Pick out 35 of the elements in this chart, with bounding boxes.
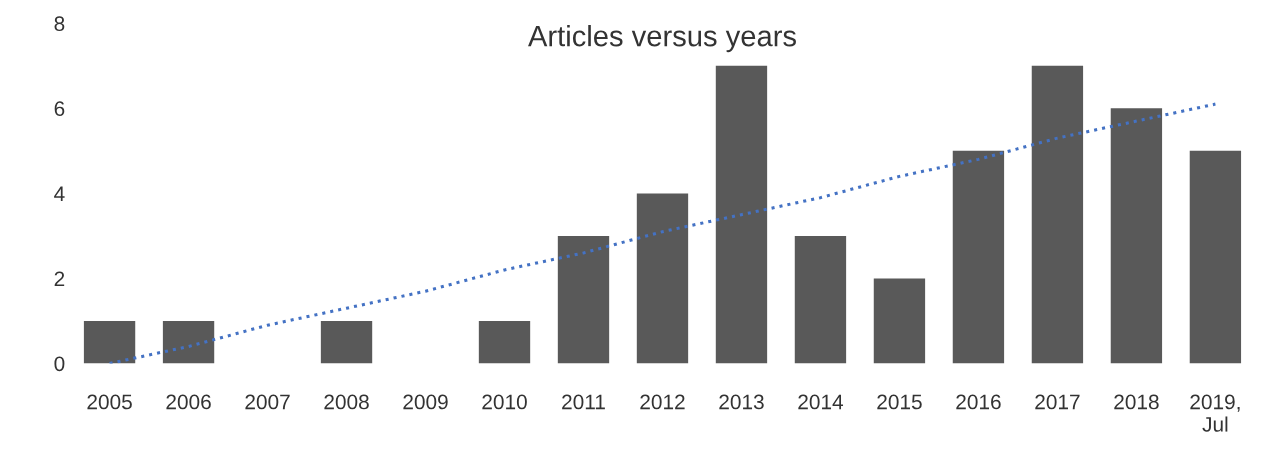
- x-tick-label: 2017: [1035, 394, 1080, 410]
- bar: [794, 235, 847, 364]
- bar: [478, 320, 531, 364]
- bar: [715, 65, 768, 364]
- x-tick-label: 2014: [798, 394, 844, 410]
- x-tick-label: 2008: [324, 394, 369, 410]
- x-tick-label: 2010: [482, 394, 527, 410]
- bar: [1189, 150, 1242, 364]
- bar: [873, 278, 926, 364]
- x-tick-label: 2013: [719, 394, 764, 410]
- x-tick-label: 2015: [877, 394, 922, 410]
- x-tick-label: 2009: [403, 394, 448, 410]
- x-tick-label: 2018: [1114, 394, 1159, 410]
- bar: [557, 235, 610, 364]
- y-tick-label: 6: [54, 101, 65, 117]
- chart-title: Articles versus years: [528, 25, 796, 53]
- bar: [320, 320, 373, 364]
- y-tick-label: 0: [54, 356, 65, 372]
- x-tick-label: 2006: [166, 394, 211, 410]
- x-tick-label: 2007: [245, 394, 290, 410]
- bar: [1110, 108, 1163, 364]
- y-tick-label: 2: [54, 271, 65, 286]
- bar: [162, 320, 215, 364]
- x-tick-label: 2012: [640, 394, 685, 410]
- x-tick-label: 2016: [956, 394, 1001, 410]
- y-tick-label: 8: [54, 16, 65, 32]
- x-tick-label: 2019, Jul: [1190, 394, 1240, 432]
- bar: [83, 320, 136, 364]
- bar: [952, 150, 1005, 364]
- bar: [1031, 65, 1084, 364]
- x-tick-label: 2005: [87, 394, 132, 410]
- bar: [636, 193, 689, 364]
- x-tick-label: 2011: [562, 394, 605, 410]
- y-tick-label: 4: [54, 186, 65, 201]
- line-series: [108, 102, 1217, 364]
